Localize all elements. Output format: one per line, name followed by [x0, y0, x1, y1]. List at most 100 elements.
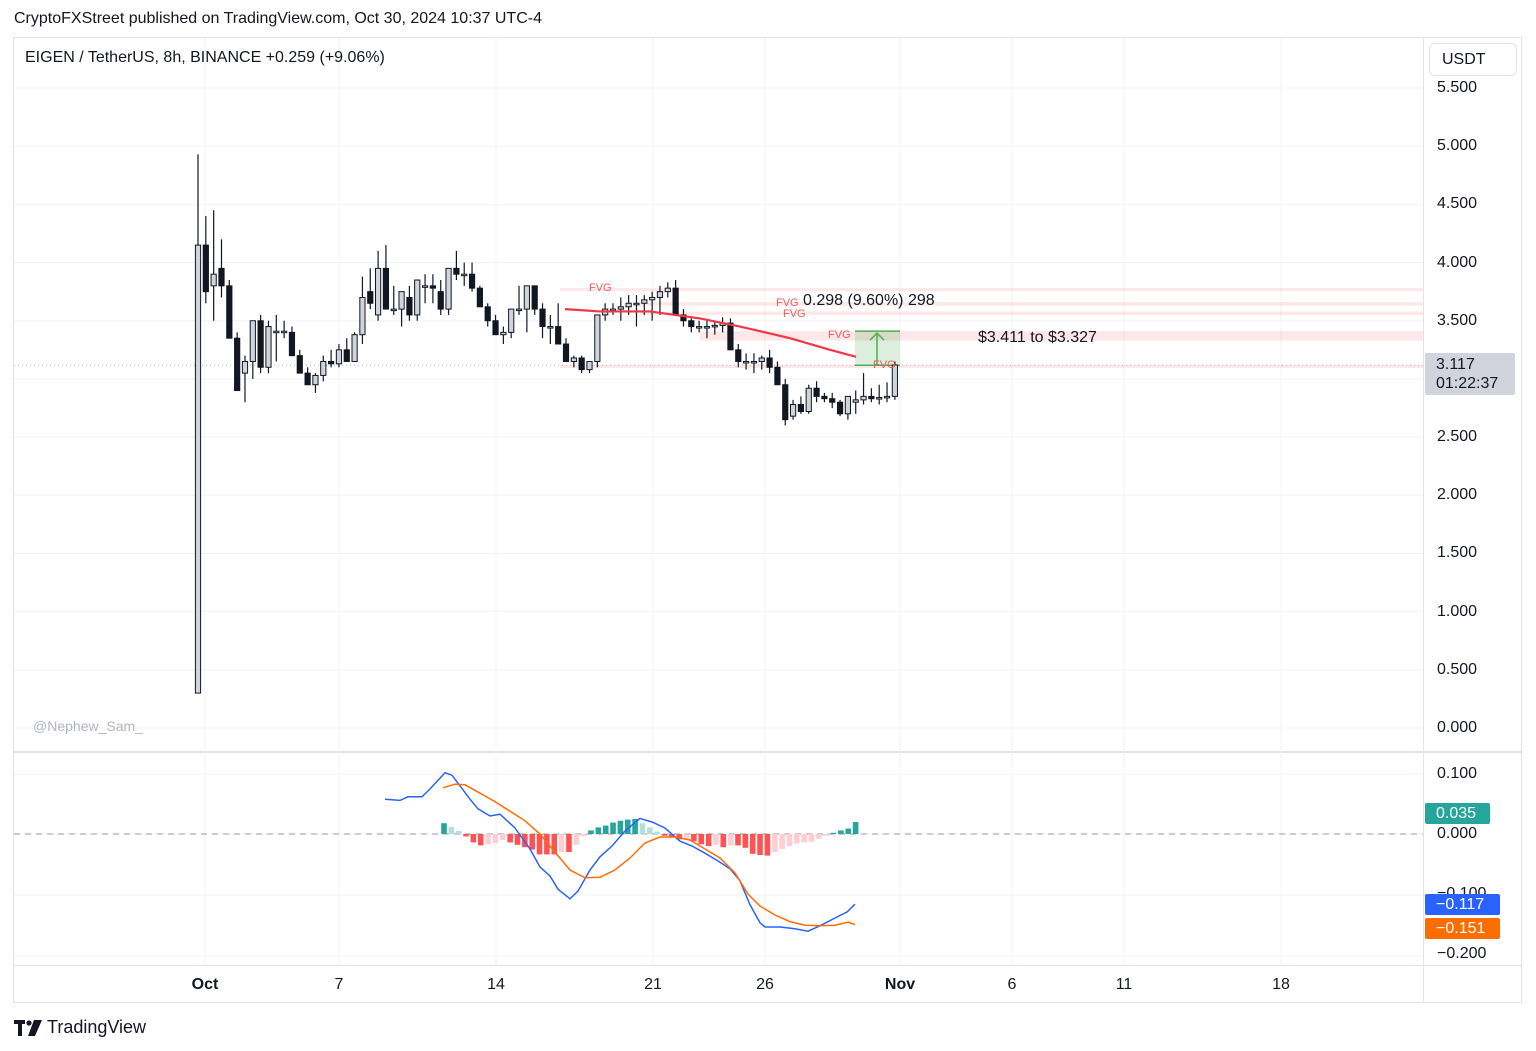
histogram-bar: [580, 834, 587, 837]
time-axis-separator: [13, 965, 1522, 966]
chart-frame: [13, 37, 1522, 1003]
fvg-zone: [560, 288, 1423, 292]
candle-body: [414, 279, 421, 316]
histogram-bar: [852, 822, 859, 834]
time-tick-label: Nov: [884, 976, 916, 993]
measure-arrow-head: [869, 332, 885, 341]
candle-body: [680, 314, 687, 322]
candle-body: [281, 330, 288, 334]
histogram-bar: [492, 834, 499, 843]
candle-body: [523, 285, 530, 310]
candle-body: [868, 395, 875, 400]
candle-body: [468, 273, 476, 289]
tradingview-logo[interactable]: TradingView: [14, 1017, 146, 1038]
measure-label[interactable]: 0.298 (9.60%) 298: [803, 292, 935, 309]
candle-body: [421, 285, 429, 288]
symbol-legend[interactable]: EIGEN / TetherUS, 8h, BINANCE +0.259 (+9…: [25, 49, 385, 66]
candle-body: [367, 291, 374, 304]
candle-body: [492, 320, 499, 336]
candle-body: [328, 360, 335, 365]
histogram-bar: [698, 834, 705, 845]
candle-body: [241, 360, 249, 374]
candle-body: [547, 326, 554, 329]
fvg-label: FVG: [873, 359, 896, 371]
histogram-bar: [654, 831, 660, 834]
price-axis-separator: [1423, 37, 1424, 1003]
candle-body: [743, 360, 750, 364]
candle-body: [649, 296, 656, 301]
candle-body: [782, 384, 789, 421]
range-label[interactable]: $3.411 to $3.327: [978, 329, 1097, 346]
candle-body: [226, 285, 233, 339]
currency-button[interactable]: USDT: [1429, 43, 1517, 76]
histogram-bar: [669, 834, 675, 838]
candle-body: [273, 330, 280, 334]
histogram-bar: [727, 834, 734, 846]
candle-body: [883, 395, 891, 399]
histogram-bar: [544, 834, 550, 855]
candle-body: [374, 267, 382, 316]
candle-body: [453, 267, 460, 275]
histogram-bar: [485, 834, 491, 845]
tradingview-brand: TradingView: [47, 1017, 147, 1037]
candle-body: [703, 326, 711, 329]
histogram-bar: [786, 834, 793, 846]
candle-body: [758, 357, 765, 362]
histogram-bar: [470, 834, 477, 843]
candle-body: [406, 296, 413, 316]
candle-body: [194, 244, 202, 694]
author-watermark: @Nephew_Sam_: [33, 718, 143, 734]
histogram-bar: [808, 834, 815, 842]
histogram-bar: [713, 834, 719, 845]
histogram-bar: [742, 834, 749, 848]
price-tick-label: 5.000: [1437, 137, 1478, 155]
histogram-bar: [735, 834, 741, 846]
candle-body: [711, 324, 718, 328]
candle-body: [476, 287, 483, 308]
pane-separator[interactable]: [13, 751, 1522, 753]
histogram-bar: [830, 832, 837, 834]
candle-body: [218, 267, 225, 287]
candle-body: [351, 334, 358, 362]
fvg-label: FVG: [783, 308, 806, 320]
candle-body: [257, 320, 264, 368]
price-tick-label: 5.500: [1437, 79, 1478, 97]
candle-body: [727, 322, 734, 351]
fvg-label: FVG: [776, 297, 799, 309]
macd-line: [384, 771, 856, 932]
candle-body: [805, 387, 812, 413]
last-price-tag: 3.117 01:22:37: [1425, 353, 1515, 395]
candle-body: [750, 360, 758, 364]
candle-body: [461, 273, 468, 277]
candle-body: [617, 306, 624, 310]
candle-body: [202, 244, 209, 293]
histogram-bar: [676, 834, 682, 840]
time-tick-label: 7: [334, 976, 344, 993]
histogram-value-tag: 0.035: [1425, 803, 1490, 824]
fvg-label: FVG: [589, 282, 612, 294]
time-tick-label: 18: [1272, 976, 1290, 993]
candle-body: [735, 349, 742, 362]
fvg-zone: [640, 302, 1423, 306]
histogram-bar: [602, 825, 609, 834]
candle-body: [335, 349, 343, 365]
histogram-bar: [595, 827, 602, 834]
candle-body: [288, 331, 296, 357]
published-line: CryptoFXStreet published on TradingView.…: [14, 10, 542, 27]
candle-body: [320, 360, 327, 376]
fvg-zone: [700, 331, 1423, 341]
histogram-bar: [661, 834, 668, 836]
time-tick-label: 26: [756, 976, 774, 993]
candle-body: [234, 337, 241, 392]
candle-body: [656, 291, 664, 298]
time-tick-label: 21: [644, 976, 662, 993]
histogram-bar: [823, 834, 829, 836]
candle-body: [586, 360, 593, 371]
candle-body: [860, 395, 867, 401]
candle-body: [249, 320, 256, 362]
histogram-bar: [507, 834, 513, 843]
candle-body: [531, 285, 538, 310]
histogram-bar: [588, 830, 594, 834]
histogram-bar: [845, 828, 852, 834]
